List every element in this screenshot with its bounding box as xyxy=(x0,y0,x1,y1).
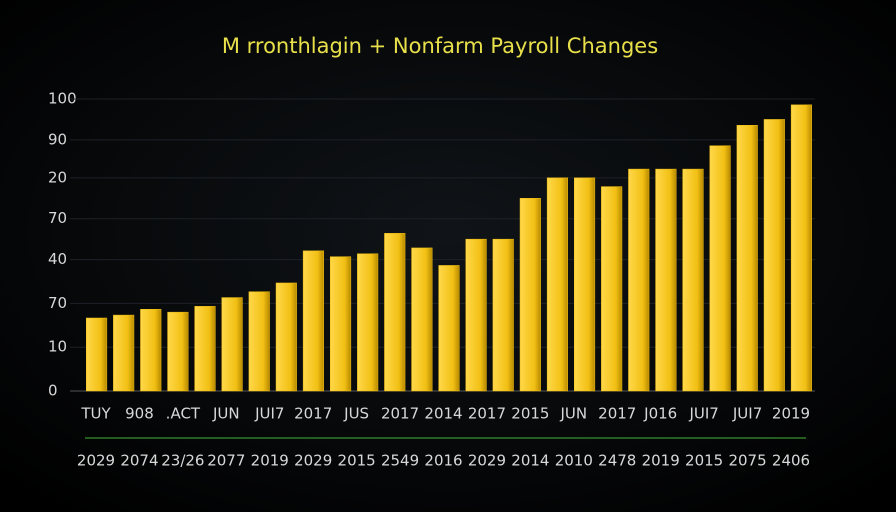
x-label-top: .ACT xyxy=(166,405,201,423)
x-label-top: 908 xyxy=(125,405,154,423)
x-label-top: 2017 xyxy=(598,405,636,423)
bar xyxy=(492,238,514,392)
bar xyxy=(221,297,243,392)
y-tick-label: 90 xyxy=(48,130,67,148)
x-label-bottom: 2077 xyxy=(207,452,245,470)
x-label-top: J016 xyxy=(643,405,677,423)
bar xyxy=(302,250,324,392)
x-label-bottom: 2019 xyxy=(251,452,289,470)
x-label-top: JUI7 xyxy=(732,405,762,423)
x-label-top: JUN xyxy=(560,405,588,423)
x-label-top: JUS xyxy=(343,405,369,423)
x-label-bottom: 2010 xyxy=(555,452,593,470)
bar xyxy=(546,177,568,392)
x-label-top: 2017 xyxy=(468,405,506,423)
bar xyxy=(601,186,623,392)
x-label-top: JUI7 xyxy=(688,405,718,423)
x-label-top: 2017 xyxy=(294,405,332,423)
x-label-bottom: 2074 xyxy=(120,452,158,470)
bar xyxy=(574,177,596,392)
x-label-bottom: 23/26 xyxy=(161,452,204,470)
x-label-bottom: 2406 xyxy=(772,452,810,470)
bar xyxy=(411,247,433,392)
bar xyxy=(682,168,704,392)
bar xyxy=(140,308,162,392)
y-tick-label: 0 xyxy=(48,382,58,400)
bar xyxy=(628,168,650,392)
bar xyxy=(357,253,379,392)
bar xyxy=(167,311,189,392)
y-tick-label: 10 xyxy=(48,338,67,356)
bar xyxy=(330,256,352,392)
x-label-top: 2015 xyxy=(511,405,549,423)
bar xyxy=(736,125,758,392)
bar xyxy=(275,282,297,392)
x-label-bottom: 2075 xyxy=(728,452,766,470)
x-label-top: 2014 xyxy=(424,405,462,423)
y-tick-label: 70 xyxy=(48,209,67,227)
bar xyxy=(519,198,541,392)
bar xyxy=(194,306,216,392)
x-label-top: 2017 xyxy=(381,405,419,423)
bar xyxy=(655,168,677,392)
bar xyxy=(465,238,487,392)
y-tick-label: 40 xyxy=(48,250,67,268)
bar xyxy=(763,119,785,392)
x-label-bottom: 2478 xyxy=(598,452,636,470)
x-label-bottom: 2019 xyxy=(642,452,680,470)
x-label-top: TUY xyxy=(80,405,111,423)
x-label-top: 2019 xyxy=(772,405,810,423)
bar xyxy=(709,145,731,392)
x-label-bottom: 2549 xyxy=(381,452,419,470)
x-label-bottom: 2016 xyxy=(424,452,462,470)
bar xyxy=(384,233,406,392)
x-label-top: JUN xyxy=(212,405,240,423)
bar xyxy=(113,314,135,392)
bar xyxy=(248,291,270,392)
x-label-bottom: 2015 xyxy=(685,452,723,470)
bar xyxy=(790,104,812,392)
bar xyxy=(86,317,108,392)
chart-title: M rronthlagin + Nonfarm Payroll Changes xyxy=(222,34,658,58)
x-label-bottom: 2014 xyxy=(511,452,549,470)
y-tick-label: 100 xyxy=(48,90,77,108)
x-label-bottom: 2015 xyxy=(338,452,376,470)
x-label-bottom: 2029 xyxy=(294,452,332,470)
y-tick-label: 70 xyxy=(48,294,67,312)
bar xyxy=(438,265,460,392)
y-tick-label: 20 xyxy=(48,168,67,186)
x-label-bottom: 2029 xyxy=(77,452,115,470)
x-label-top: JUI7 xyxy=(254,405,284,423)
x-label-bottom: 2029 xyxy=(468,452,506,470)
